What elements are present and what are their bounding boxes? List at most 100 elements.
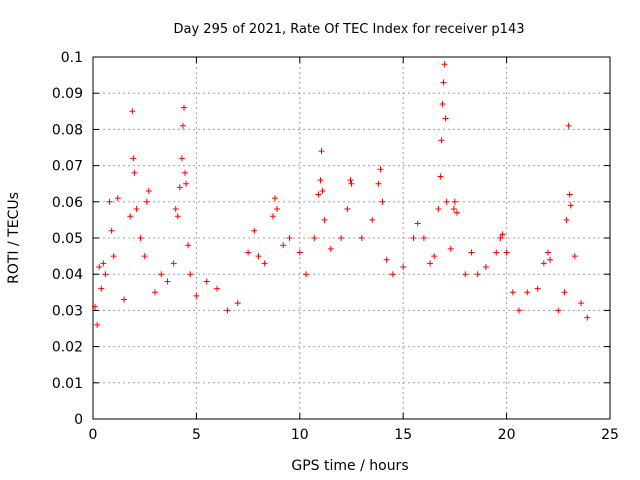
data-point (203, 278, 210, 285)
data-point (468, 249, 475, 256)
y-axis: 0 0.01 0.02 0.03 0.04 0.05 0.06 0.07 0.08 0.09 0.1 (52, 50, 610, 428)
data-point (245, 249, 252, 256)
data-point (499, 231, 506, 238)
data-point (110, 253, 117, 260)
data-point (379, 198, 386, 205)
x-axis: 0 5 10 15 20 25 (89, 57, 619, 443)
data-point (493, 249, 500, 256)
data-point (344, 206, 351, 213)
data-point (179, 122, 186, 129)
data-point (251, 227, 258, 234)
data-point (338, 235, 345, 241)
data-point (274, 206, 281, 213)
data-point (547, 256, 554, 263)
data-point (152, 289, 159, 296)
data-point (482, 263, 489, 270)
data-point (317, 177, 324, 184)
data-point (174, 213, 181, 220)
data-point (303, 271, 310, 278)
x-tick-label: 25 (601, 427, 619, 443)
data-point (440, 79, 447, 86)
data-point (261, 260, 268, 267)
data-point (509, 289, 516, 296)
data-point (172, 206, 179, 213)
data-point (435, 206, 442, 213)
data-point (375, 180, 382, 187)
data-point (106, 198, 113, 205)
x-tick-label: 20 (498, 427, 516, 443)
data-point (185, 242, 192, 249)
data-point (145, 187, 152, 194)
y-tick-label: 0.05 (52, 231, 83, 247)
data-point (578, 300, 585, 307)
x-tick-label: 0 (89, 427, 98, 443)
data-point (131, 169, 138, 176)
x-tick-label: 5 (192, 427, 201, 443)
data-point (127, 213, 134, 220)
data-point (442, 115, 449, 122)
y-tick-label: 0.06 (52, 195, 83, 211)
data-point (311, 235, 318, 241)
data-point (315, 191, 322, 198)
data-point (516, 307, 523, 314)
data-point (182, 169, 189, 176)
data-point (584, 314, 591, 321)
x-axis-label: GPS time / hours (291, 458, 408, 474)
data-point (474, 271, 481, 278)
data-point (319, 187, 326, 194)
data-point (431, 253, 438, 260)
data-point (255, 253, 262, 260)
data-point (327, 245, 334, 252)
data-point (170, 260, 177, 267)
data-point (383, 256, 390, 263)
data-point (561, 289, 568, 296)
data-point (348, 180, 355, 187)
data-point (400, 263, 407, 270)
data-point (183, 180, 190, 187)
y-tick-label: 0.09 (52, 86, 83, 102)
data-point (234, 300, 241, 307)
data-point (102, 271, 109, 278)
data-point (441, 61, 448, 68)
data-point (130, 155, 137, 162)
plot-frame (92, 56, 611, 420)
x-tick-label: 10 (291, 427, 309, 443)
data-point (286, 235, 293, 241)
y-tick-label: 0.02 (52, 340, 83, 356)
data-point (96, 263, 103, 270)
data-point (178, 155, 185, 162)
data-point (321, 216, 328, 223)
data-point (439, 101, 446, 108)
y-tick-label: 0.04 (52, 267, 83, 283)
data-point (497, 235, 504, 241)
data-point (143, 198, 150, 205)
data-point (193, 292, 200, 299)
data-point (94, 321, 101, 328)
data-points (92, 61, 591, 328)
data-point (98, 285, 105, 292)
data-point (280, 242, 287, 249)
data-point (451, 198, 458, 205)
data-point (443, 198, 450, 205)
data-point (462, 271, 469, 278)
y-tick-label: 0.07 (52, 159, 83, 175)
data-point (129, 108, 136, 115)
data-point (271, 195, 278, 202)
data-point (158, 271, 165, 278)
data-point (121, 296, 128, 303)
data-point (377, 166, 384, 173)
y-tick-label: 0 (74, 412, 83, 428)
data-point (427, 260, 434, 267)
data-point (133, 206, 140, 213)
x-tick-label: 15 (394, 427, 412, 443)
data-point (450, 206, 457, 213)
data-point (187, 271, 194, 278)
chart-title: Day 295 of 2021, Rate Of TEC Index for r… (174, 22, 525, 37)
data-point (555, 307, 562, 314)
data-point (534, 285, 541, 292)
data-point (100, 260, 107, 267)
data-point (164, 278, 171, 285)
data-point (369, 216, 376, 223)
data-point (114, 195, 121, 202)
data-point (108, 227, 115, 234)
